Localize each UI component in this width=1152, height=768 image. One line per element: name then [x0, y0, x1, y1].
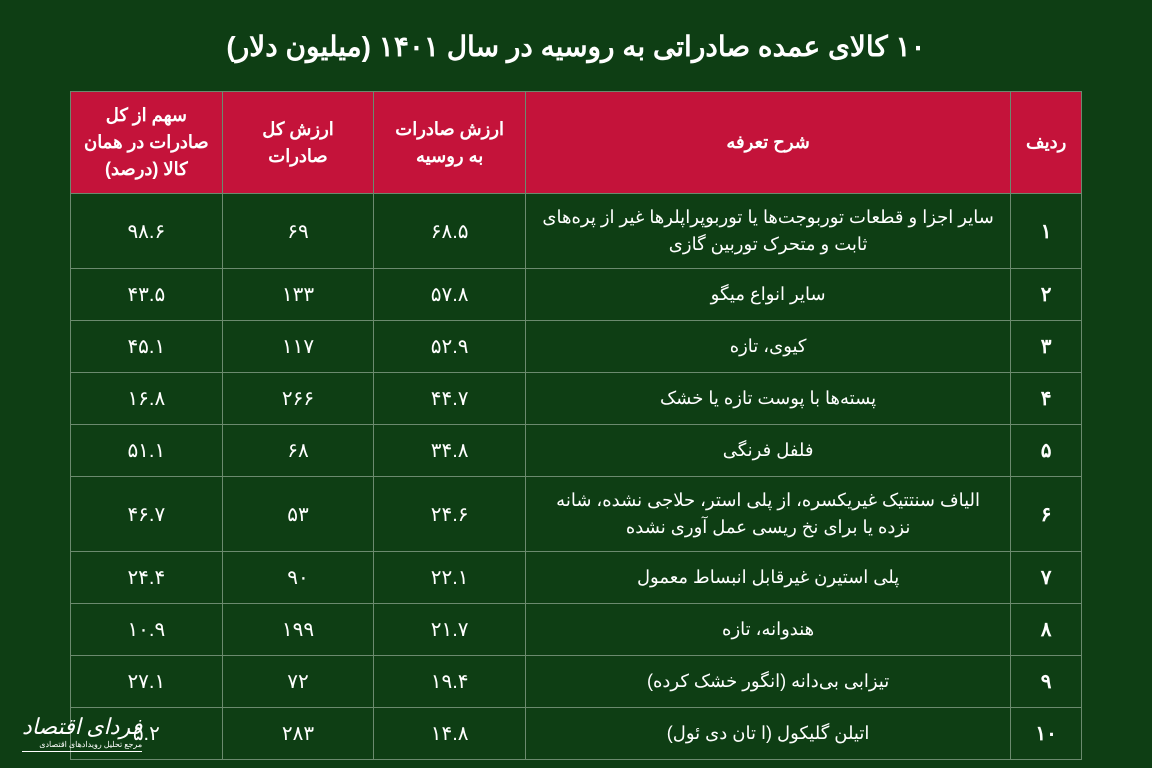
- cell-russia-value: ۳۴.۸: [374, 425, 526, 477]
- cell-index: ۹: [1011, 656, 1082, 708]
- cell-description: سایر انواع میگو: [525, 269, 1010, 321]
- cell-description: تیزابی بی‌دانه (انگور خشک کرده): [525, 656, 1010, 708]
- cell-russia-value: ۵۲.۹: [374, 321, 526, 373]
- table-row: ۹تیزابی بی‌دانه (انگور خشک کرده)۱۹.۴۷۲۲۷…: [71, 656, 1082, 708]
- cell-total-value: ۱۳۳: [222, 269, 374, 321]
- cell-description: پسته‌ها با پوست تازه یا خشک: [525, 373, 1010, 425]
- cell-description: سایر اجزا و قطعات توربوجت‌ها یا توربوپرا…: [525, 194, 1010, 269]
- cell-description: کیوی، تازه: [525, 321, 1010, 373]
- cell-russia-value: ۱۹.۴: [374, 656, 526, 708]
- cell-description: اتیلن گلیکول (ا تان دی ئول): [525, 708, 1010, 760]
- cell-total-value: ۲۸۳: [222, 708, 374, 760]
- cell-russia-value: ۵۷.۸: [374, 269, 526, 321]
- table-row: ۱سایر اجزا و قطعات توربوجت‌ها یا توربوپر…: [71, 194, 1082, 269]
- table-row: ۳کیوی، تازه۵۲.۹۱۱۷۴۵.۱: [71, 321, 1082, 373]
- cell-description: هندوانه، تازه: [525, 604, 1010, 656]
- cell-index: ۵: [1011, 425, 1082, 477]
- table-row: ۶الیاف سنتتیک غیریکسره، از پلی استر، حلا…: [71, 477, 1082, 552]
- cell-share: ۵۱.۱: [71, 425, 223, 477]
- cell-index: ۶: [1011, 477, 1082, 552]
- cell-index: ۲: [1011, 269, 1082, 321]
- cell-description: فلفل فرنگی: [525, 425, 1010, 477]
- cell-description: پلی استیرن غیرقابل انبساط معمول: [525, 552, 1010, 604]
- cell-russia-value: ۲۱.۷: [374, 604, 526, 656]
- cell-share: ۴۳.۵: [71, 269, 223, 321]
- cell-russia-value: ۴۴.۷: [374, 373, 526, 425]
- cell-share: ۲۷.۱: [71, 656, 223, 708]
- cell-total-value: ۱۱۷: [222, 321, 374, 373]
- cell-share: ۱۶.۸: [71, 373, 223, 425]
- cell-russia-value: ۲۴.۶: [374, 477, 526, 552]
- cell-total-value: ۶۹: [222, 194, 374, 269]
- publisher-logo: فردای اقتصاد مرجع تحلیل رویدادهای اقتصاد…: [22, 714, 142, 752]
- cell-share: ۴۵.۱: [71, 321, 223, 373]
- table-row: ۲سایر انواع میگو۵۷.۸۱۳۳۴۳.۵: [71, 269, 1082, 321]
- logo-main: فردای اقتصاد: [22, 714, 142, 739]
- cell-description: الیاف سنتتیک غیریکسره، از پلی استر، حلاج…: [525, 477, 1010, 552]
- cell-index: ۱۰: [1011, 708, 1082, 760]
- cell-total-value: ۵۳: [222, 477, 374, 552]
- header-row: ردیف شرح تعرفه ارزش صادرات به روسیه ارزش…: [71, 92, 1082, 194]
- table-row: ۷پلی استیرن غیرقابل انبساط معمول۲۲.۱۹۰۲۴…: [71, 552, 1082, 604]
- cell-index: ۳: [1011, 321, 1082, 373]
- cell-total-value: ۹۰: [222, 552, 374, 604]
- cell-russia-value: ۱۴.۸: [374, 708, 526, 760]
- cell-index: ۱: [1011, 194, 1082, 269]
- cell-total-value: ۷۲: [222, 656, 374, 708]
- cell-total-value: ۲۶۶: [222, 373, 374, 425]
- cell-share: ۲۴.۴: [71, 552, 223, 604]
- cell-total-value: ۶۸: [222, 425, 374, 477]
- col-header-total-value: ارزش کل صادرات: [222, 92, 374, 194]
- cell-total-value: ۱۹۹: [222, 604, 374, 656]
- cell-share: ۱۰.۹: [71, 604, 223, 656]
- col-header-description: شرح تعرفه: [525, 92, 1010, 194]
- cell-index: ۸: [1011, 604, 1082, 656]
- cell-share: ۹۸.۶: [71, 194, 223, 269]
- cell-share: ۴۶.۷: [71, 477, 223, 552]
- table-row: ۵فلفل فرنگی۳۴.۸۶۸۵۱.۱: [71, 425, 1082, 477]
- cell-russia-value: ۶۸.۵: [374, 194, 526, 269]
- table-row: ۸هندوانه، تازه۲۱.۷۱۹۹۱۰.۹: [71, 604, 1082, 656]
- col-header-share: سهم از کل صادرات در همان کالا (درصد): [71, 92, 223, 194]
- logo-sub: مرجع تحلیل رویدادهای اقتصادی: [22, 740, 142, 749]
- page-title: ۱۰ کالای عمده صادراتی به روسیه در سال ۱۴…: [70, 30, 1082, 63]
- col-header-russia-value: ارزش صادرات به روسیه: [374, 92, 526, 194]
- cell-index: ۷: [1011, 552, 1082, 604]
- cell-russia-value: ۲۲.۱: [374, 552, 526, 604]
- col-header-index: ردیف: [1011, 92, 1082, 194]
- table-row: ۱۰اتیلن گلیکول (ا تان دی ئول)۱۴.۸۲۸۳۵.۲: [71, 708, 1082, 760]
- export-table: ردیف شرح تعرفه ارزش صادرات به روسیه ارزش…: [70, 91, 1082, 760]
- table-row: ۴پسته‌ها با پوست تازه یا خشک۴۴.۷۲۶۶۱۶.۸: [71, 373, 1082, 425]
- cell-index: ۴: [1011, 373, 1082, 425]
